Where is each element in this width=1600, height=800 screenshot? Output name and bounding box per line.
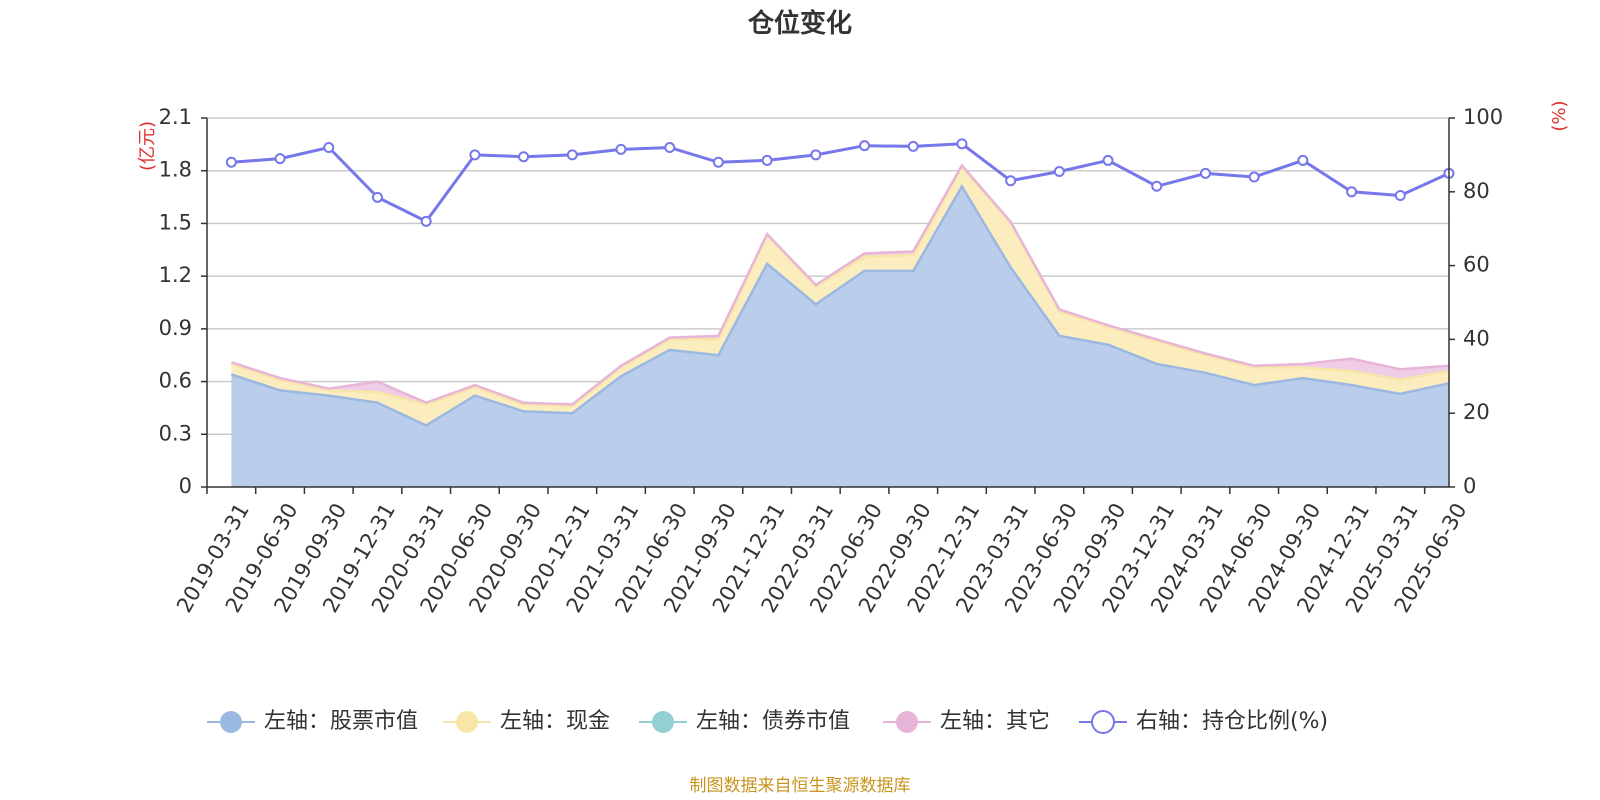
ratio-point (1248, 171, 1260, 183)
left-axis-ticks: 0 0.3 0.6 0.9 1.2 1.5 1.8 2.1 (159, 105, 207, 498)
ratio-line (231, 142, 1450, 224)
legend-item: 右轴：持仓比例(%) (1079, 709, 1328, 734)
ratio-point (1297, 154, 1309, 166)
right-tick-label: 100 (1463, 105, 1503, 129)
ratio-point (1053, 166, 1065, 178)
ratio-point (1346, 186, 1358, 198)
ratio-point (225, 156, 237, 168)
chart-title: 仓位变化 (747, 8, 852, 39)
ratio-point (761, 154, 773, 166)
left-tick-label: 1.8 (159, 158, 192, 182)
right-tick-label: 40 (1463, 326, 1490, 350)
left-axis-unit: (亿元) (137, 121, 158, 171)
right-axis-ticks: 0 20 40 60 80 100 (1449, 105, 1503, 498)
legend: 左轴：股票市值 左轴：现金 左轴：债券市值 左轴：其它 右轴：持仓比例(%) (207, 709, 1328, 734)
area-line-2 (231, 165, 1450, 408)
legend-item: 左轴：股票市值 (207, 709, 418, 734)
legend-item: 左轴：其它 (883, 709, 1050, 734)
ratio-point (1102, 154, 1114, 166)
ratio-point (469, 149, 481, 161)
series-lines (225, 138, 1455, 427)
ratio-point (907, 140, 919, 152)
ratio-point (810, 149, 822, 161)
ratio-point (712, 156, 724, 168)
axes (206, 118, 1450, 488)
left-tick-label: 0.9 (159, 316, 192, 340)
legend-label: 左轴：现金 (500, 709, 610, 734)
left-tick-label: 1.5 (159, 210, 192, 234)
right-tick-label: 60 (1463, 253, 1490, 277)
area-line-1 (231, 184, 1450, 427)
legend-item: 左轴：现金 (443, 709, 610, 734)
ratio-point (1005, 175, 1017, 187)
ratio-point (518, 151, 530, 163)
legend-label: 左轴：股票市值 (264, 709, 418, 734)
right-tick-label: 80 (1463, 179, 1490, 203)
ratio-point (566, 149, 578, 161)
ratio-point (420, 215, 432, 227)
legend-item: 左轴：债券市值 (639, 709, 850, 734)
left-tick-label: 1.2 (159, 263, 192, 287)
ratio-point (664, 142, 676, 154)
legend-label: 右轴：持仓比例(%) (1136, 709, 1328, 734)
left-tick-label: 0.6 (159, 369, 192, 393)
ratio-point (274, 153, 286, 165)
x-axis-ticks: 2019-03-312019-06-302019-09-302019-12-31… (172, 487, 1471, 617)
legend-swatch-marker (220, 711, 242, 733)
left-tick-label: 2.1 (159, 105, 192, 129)
right-tick-label: 0 (1463, 474, 1476, 498)
ratio-point (1394, 189, 1406, 201)
left-tick-label: 0 (179, 474, 192, 498)
legend-label: 左轴：其它 (940, 709, 1050, 734)
area-1 (231, 186, 1449, 487)
ratio-point (371, 191, 383, 203)
legend-label: 左轴：债券市值 (696, 709, 850, 734)
legend-swatch-marker (652, 711, 674, 733)
ratio-point (956, 138, 968, 150)
ratio-point (1151, 180, 1163, 192)
legend-swatch-marker (896, 711, 918, 733)
ratio-point (1199, 167, 1211, 179)
right-tick-label: 20 (1463, 400, 1490, 424)
ratio-point (323, 142, 335, 154)
ratio-point (859, 140, 871, 152)
left-tick-label: 0.3 (159, 421, 192, 445)
right-axis-unit: (%) (1549, 100, 1570, 131)
ratio-point (615, 143, 627, 155)
legend-swatch-marker (1091, 710, 1115, 734)
area-line-4 (231, 163, 1450, 406)
data-source-note: 制图数据来自恒生聚源数据库 (690, 776, 911, 796)
legend-swatch-marker (456, 711, 478, 733)
